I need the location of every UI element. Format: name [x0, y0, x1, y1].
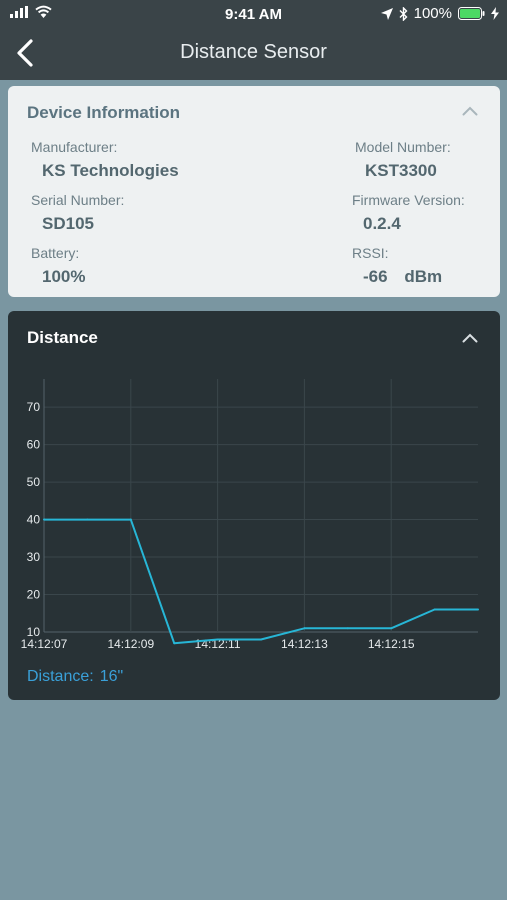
distance-header[interactable]: Distance [27, 328, 98, 347]
y-tick-label: 70 [27, 400, 41, 414]
charging-icon [491, 7, 499, 20]
distance-data-point [260, 638, 262, 641]
distance-readout: Distance: 16" [27, 668, 123, 686]
device-information-header[interactable]: Device Information [27, 103, 181, 122]
distance-data-point [43, 518, 45, 521]
battery-percent: 100% [413, 5, 452, 22]
signal-icon [10, 5, 28, 18]
distance-data-point [216, 638, 219, 641]
distance-data-point [477, 608, 479, 611]
manufacturer-label: Manufacturer: [31, 139, 118, 155]
rssi-value-row: -66 dBm [363, 267, 442, 287]
rssi-field: RSSI: -66 dBm [352, 245, 442, 287]
model-number-label: Model Number: [355, 139, 451, 155]
distance-card: Distance 10 20 30 40 50 60 70 14:12:07 14:12:09… [8, 311, 500, 700]
x-tick-label: 14:12:07 [21, 637, 68, 651]
rssi-label: RSSI: [352, 245, 389, 261]
rssi-value: -66 [363, 267, 388, 286]
battery-field: Battery: 100% [31, 245, 85, 287]
manufacturer-field: Manufacturer: KS Technologies [31, 139, 179, 181]
y-tick-label: 40 [27, 513, 41, 527]
distance-readout-label: Distance: [27, 668, 94, 685]
status-left [10, 5, 52, 18]
distance-readout-value: 16" [99, 668, 124, 685]
chevron-left-icon[interactable] [12, 38, 38, 68]
x-tick-label: 14:12:13 [281, 637, 328, 651]
y-tick-label: 20 [27, 588, 41, 602]
top-bar: 9:41 AM 100% Distance Sensor [0, 0, 507, 80]
status-right: 100% [380, 5, 499, 22]
y-tick-label: 60 [27, 438, 41, 452]
status-time: 9:41 AM [225, 6, 282, 23]
model-number-field: Model Number: KST3300 [355, 139, 451, 181]
firmware-version-field: Firmware Version: 0.2.4 [352, 192, 465, 234]
chevron-up-icon[interactable] [462, 106, 478, 116]
wifi-icon [35, 5, 52, 18]
chevron-up-icon[interactable] [462, 333, 478, 343]
battery-value: 100% [42, 267, 86, 286]
page-title: Distance Sensor [180, 41, 327, 63]
distance-data-point [86, 518, 89, 521]
distance-data-point [346, 627, 349, 630]
battery-icon [458, 7, 485, 20]
distance-data-point [173, 642, 176, 645]
location-icon [380, 7, 393, 20]
status-bar: 9:41 AM 100% [0, 0, 507, 28]
distance-data-point [303, 627, 306, 630]
battery-label: Battery: [31, 245, 80, 261]
x-tick-label: 14:12:15 [368, 637, 415, 651]
distance-data-point [433, 608, 436, 611]
x-tick-label: 14:12:09 [107, 637, 154, 651]
distance-series-line [44, 518, 478, 645]
serial-number-value: SD105 [42, 214, 94, 233]
firmware-version-value: 0.2.4 [363, 214, 401, 233]
manufacturer-value: KS Technologies [42, 161, 179, 180]
rssi-unit: dBm [404, 267, 443, 286]
y-tick-label: 10 [27, 625, 41, 639]
firmware-version-label: Firmware Version: [352, 192, 465, 208]
distance-data-point [129, 518, 132, 521]
serial-number-field: Serial Number: SD105 [31, 192, 124, 234]
serial-number-label: Serial Number: [31, 192, 125, 208]
device-information-card: Device Information Manufacturer: KS Tech… [8, 86, 500, 297]
y-tick-label: 30 [27, 550, 41, 564]
y-tick-label: 50 [27, 475, 41, 489]
model-number-value: KST3300 [365, 161, 437, 180]
bluetooth-icon [399, 6, 408, 21]
distance-data-point [390, 627, 393, 630]
